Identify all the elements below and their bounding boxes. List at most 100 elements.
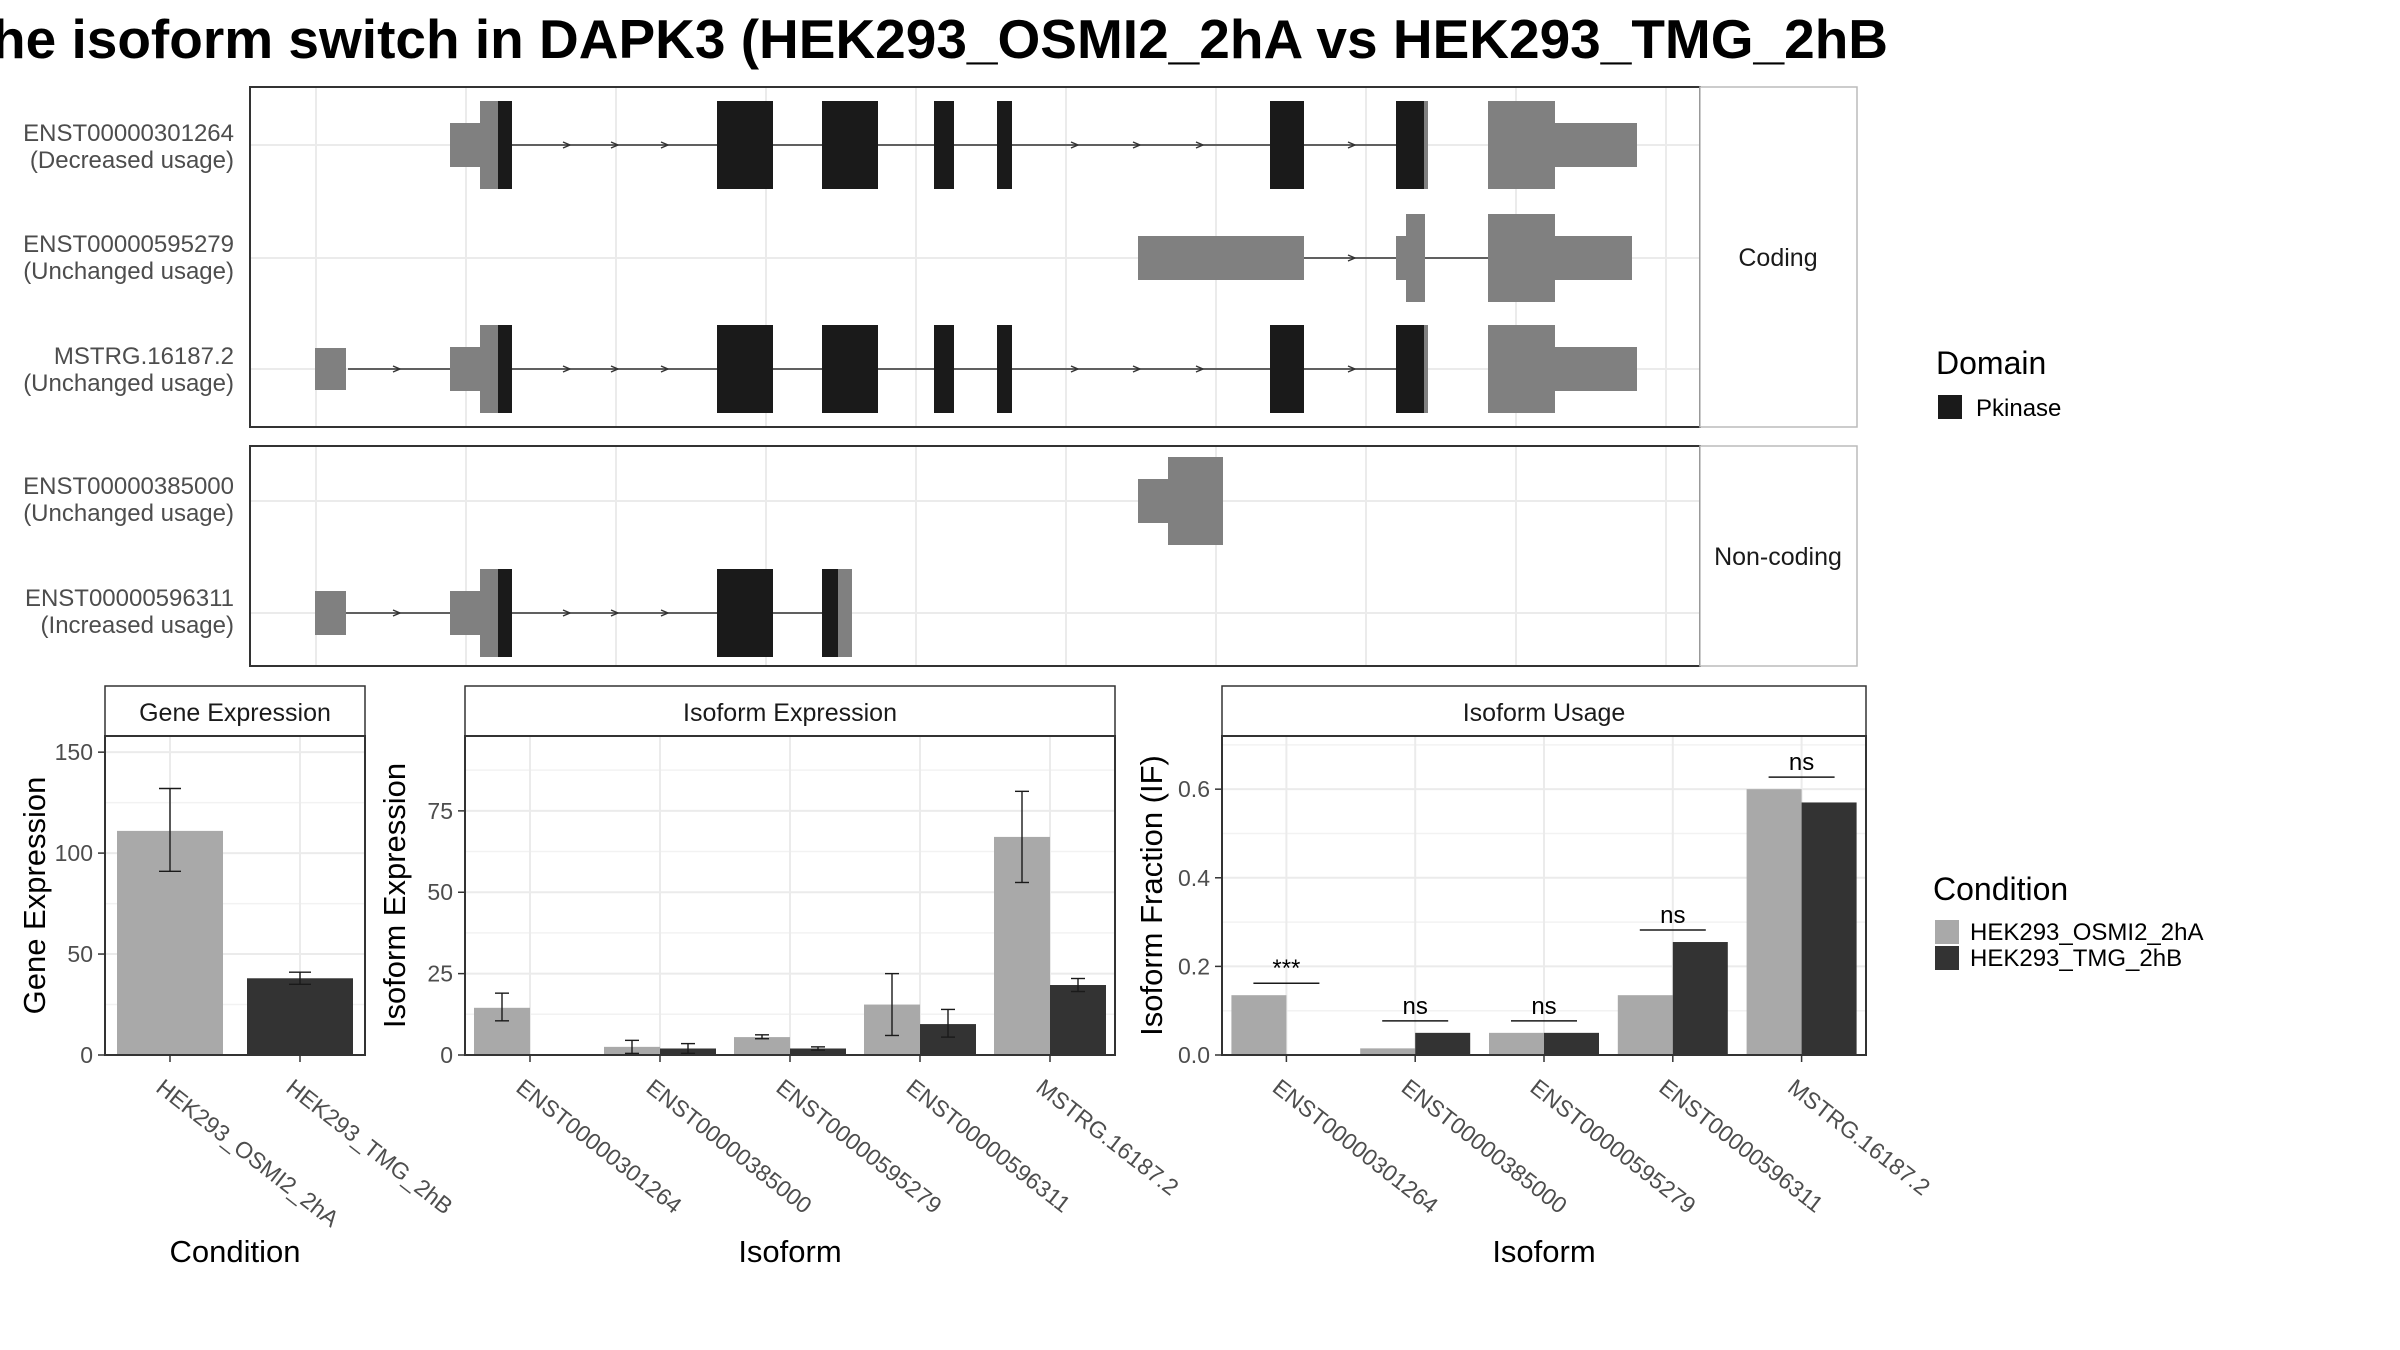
y-tick-label: 0.4 <box>1178 865 1210 891</box>
facet-strip <box>464 685 1116 737</box>
bar <box>1801 802 1857 1055</box>
y-tick-label: 100 <box>55 840 93 866</box>
bar <box>1415 1032 1471 1055</box>
bar <box>1672 942 1728 1055</box>
exon-block <box>1396 236 1406 280</box>
transcript-label-id: ENST00000301264 <box>23 120 234 147</box>
isoform-usage-chart: Isoform Usage***ns nsnsns0.00.20.40.6ENST… <box>1134 685 1935 1269</box>
strand-arrow <box>1347 254 1357 262</box>
bar <box>734 1037 790 1055</box>
transcript-structure-panels: Coding Non-coding ENST00000301264 (Decre… <box>23 86 1858 667</box>
transcript-label-status: (Unchanged usage) <box>23 370 234 397</box>
exon-block <box>1488 214 1555 302</box>
legend-label-osmi2: HEK293_OSMI2_2hA <box>1970 919 2203 946</box>
exon-block <box>480 101 498 189</box>
strand-arrow <box>392 609 402 617</box>
strand-arrow <box>1347 141 1357 149</box>
exon-block <box>838 569 852 657</box>
strand-arrow <box>562 609 572 617</box>
pkinase-domain-exon <box>1270 101 1304 189</box>
legend-swatch-pkinase <box>1938 395 1962 419</box>
legend-label-tmg: HEK293_TMG_2hB <box>1970 945 2182 972</box>
strand-arrow <box>392 365 402 373</box>
transcript-label-id: MSTRG.16187.2 <box>54 343 234 370</box>
significance-label: *** <box>1272 955 1300 982</box>
transcript-label-status: (Unchanged usage) <box>23 258 234 285</box>
strand-arrow <box>1070 141 1080 149</box>
pkinase-domain-exon <box>498 101 512 189</box>
exon-block <box>480 569 498 657</box>
transcript-label-id: ENST00000596311 <box>25 585 234 612</box>
y-axis-title: Isoform Fraction (IF) <box>1134 755 1169 1036</box>
strand-arrow <box>610 141 620 149</box>
strip-noncoding <box>1699 445 1858 667</box>
pkinase-domain-exon <box>1270 325 1304 413</box>
condition-legend: Condition HEK293_OSMI2_2hA HEK293_TMG_2h… <box>1933 871 2203 972</box>
bar <box>1360 1048 1416 1055</box>
legend-label-pkinase: Pkinase <box>1976 395 2061 422</box>
strand-arrow <box>1132 141 1142 149</box>
strand-arrow <box>660 141 670 149</box>
y-axis-title: Gene Expression <box>17 777 52 1015</box>
bar <box>247 978 353 1055</box>
significance-label: ns <box>1789 749 1814 776</box>
pkinase-domain-exon <box>934 101 954 189</box>
facet-strip <box>1221 685 1867 737</box>
bar <box>1544 1032 1599 1055</box>
pkinase-domain-exon <box>717 325 773 413</box>
pkinase-domain-exon <box>934 325 954 413</box>
exon-block <box>450 591 480 635</box>
pkinase-domain-exon <box>997 325 1012 413</box>
exon-block <box>1488 101 1555 189</box>
transcript-label-status: (Unchanged usage) <box>23 500 234 527</box>
exon-block <box>1555 123 1637 167</box>
strand-arrow <box>1070 365 1080 373</box>
y-tick-label: 50 <box>427 879 453 905</box>
exon-block <box>450 123 480 167</box>
legend-swatch-tmg <box>1935 946 1959 970</box>
bar <box>790 1048 846 1055</box>
exon-block <box>1138 236 1304 280</box>
domain-legend: Domain Pkinase <box>1936 345 2061 422</box>
pkinase-domain-exon <box>822 101 878 189</box>
exon-block <box>1138 479 1168 523</box>
strip-coding <box>1699 86 1858 428</box>
strand-arrow <box>610 609 620 617</box>
panel-border <box>104 735 366 1056</box>
exon-block <box>1424 101 1428 189</box>
exon-block <box>1406 214 1425 302</box>
strand-arrow <box>1195 365 1205 373</box>
strand-arrow <box>660 609 670 617</box>
bar <box>1617 995 1673 1055</box>
pkinase-domain-exon <box>1396 325 1424 413</box>
strip-coding-label: Coding <box>1738 244 1817 272</box>
transcript-label-status: (Increased usage) <box>41 612 234 639</box>
exon-block <box>1555 347 1637 391</box>
facet-strip <box>104 685 366 737</box>
transcript-label-id: ENST00000595279 <box>23 231 234 258</box>
pkinase-domain-exon <box>498 325 512 413</box>
strand-arrow <box>1347 365 1357 373</box>
exon-block <box>1488 325 1555 413</box>
strand-arrow <box>562 141 572 149</box>
strand-arrow <box>1195 141 1205 149</box>
y-tick-label: 0 <box>440 1042 453 1068</box>
isoform-expression-chart: Isoform Expression0255075ENST00000301264… <box>377 685 1184 1269</box>
facet-strip-title: Gene Expression <box>139 699 331 727</box>
condition-legend-title: Condition <box>1933 871 2068 907</box>
strand-arrow <box>660 365 670 373</box>
y-tick-label: 0.6 <box>1178 776 1210 802</box>
exon-block <box>1555 236 1632 280</box>
y-tick-label: 50 <box>67 941 93 967</box>
bar <box>1489 1032 1544 1055</box>
significance-label: ns <box>1660 902 1685 929</box>
y-tick-label: 0.2 <box>1178 953 1210 979</box>
exon-block <box>450 347 480 391</box>
pkinase-domain-exon <box>717 569 773 657</box>
gene-expression-chart: Gene Expression050100150HEK293_OSMI2_2hA… <box>17 685 458 1269</box>
pkinase-domain-exon <box>717 101 773 189</box>
x-axis-title: Condition <box>170 1234 301 1269</box>
strand-arrow <box>562 365 572 373</box>
strand-arrow <box>1132 365 1142 373</box>
